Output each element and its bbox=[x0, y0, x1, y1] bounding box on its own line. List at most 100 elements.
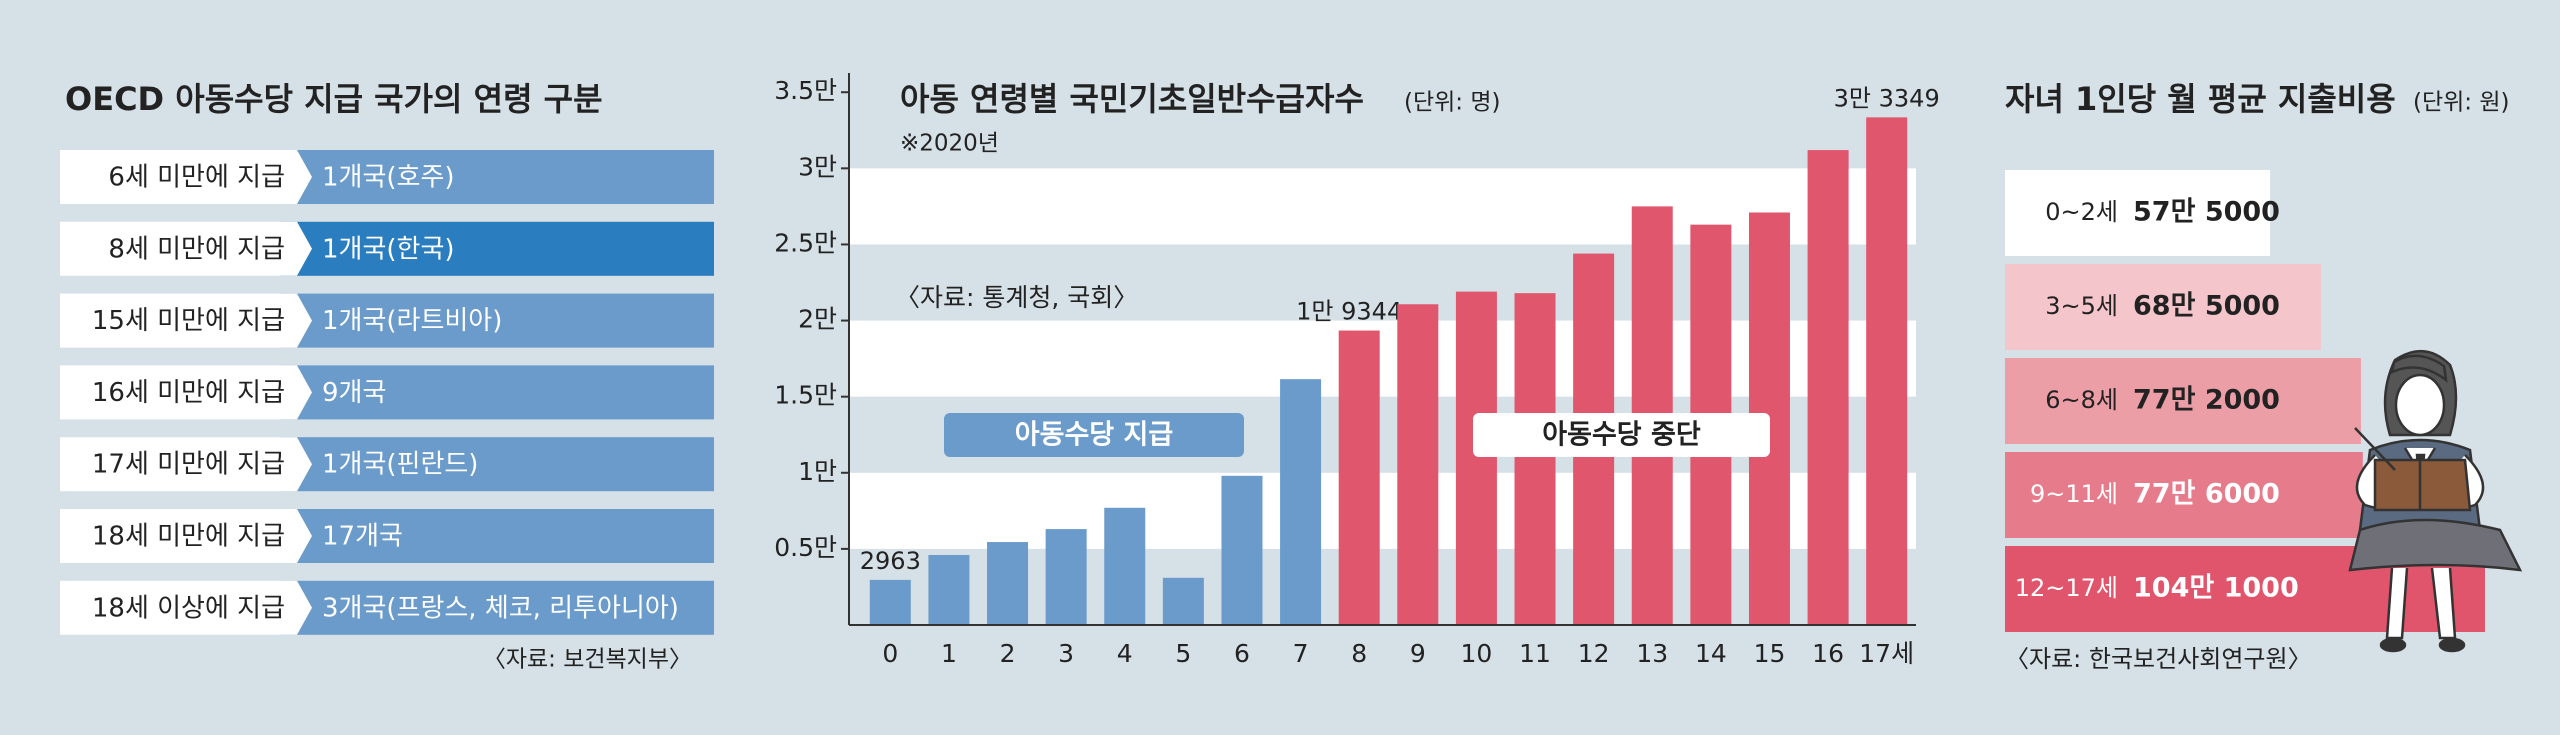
bar bbox=[2005, 358, 2361, 444]
grid-band bbox=[849, 472, 1916, 549]
bar bbox=[1221, 475, 1263, 625]
y-tick-label: 1.5만 bbox=[774, 381, 837, 410]
row-label-bg bbox=[60, 580, 312, 635]
row-value: 1개국(호주) bbox=[322, 163, 455, 193]
data-label: 77만 2000 bbox=[2133, 385, 2280, 416]
bar bbox=[1397, 304, 1439, 625]
bar bbox=[1866, 117, 1908, 625]
row-value: 9개국 bbox=[322, 378, 386, 408]
row-value: 3개국(프랑스, 체코, 리투아니아) bbox=[322, 593, 679, 623]
chart-note: ※2020년 bbox=[900, 131, 999, 157]
x-tick-label: 0 bbox=[882, 639, 898, 668]
row-value: 1개국(핀란드) bbox=[322, 450, 478, 480]
x-tick-label: 6 bbox=[1234, 639, 1250, 668]
y-tick-label: 2.5만 bbox=[774, 228, 837, 257]
row-value-bg bbox=[280, 293, 714, 348]
row-value-bg bbox=[280, 509, 714, 563]
row-label-bg bbox=[60, 437, 312, 492]
chart-subtitle: (단위: 명) bbox=[1404, 90, 1501, 116]
bar bbox=[1104, 507, 1146, 625]
row-label: 17세 미만에 지급 bbox=[92, 450, 285, 480]
row-value-bg bbox=[280, 221, 714, 276]
category-label: 9~11세 bbox=[2030, 480, 2118, 508]
grid-band bbox=[849, 320, 1916, 397]
x-tick-label: 7 bbox=[1293, 639, 1309, 668]
row-label: 18세 미만에 지급 bbox=[92, 522, 285, 552]
category-label: 12~17세 bbox=[2015, 574, 2118, 602]
x-tick-label: 3 bbox=[1058, 639, 1074, 668]
data-label: 2963 bbox=[860, 547, 921, 575]
x-tick-label: 10 bbox=[1461, 639, 1493, 668]
x-tick-label: 2 bbox=[1000, 639, 1016, 668]
row-value-bg bbox=[280, 580, 714, 635]
x-tick-label: 15 bbox=[1754, 639, 1786, 668]
x-tick-label: 9 bbox=[1410, 639, 1426, 668]
row-label: 8세 미만에 지급 bbox=[108, 234, 285, 264]
x-tick-label: 13 bbox=[1636, 639, 1668, 668]
row-value: 1개국(라트비아) bbox=[322, 306, 502, 336]
y-tick-label: 3만 bbox=[798, 152, 837, 181]
row-value: 1개국(한국) bbox=[322, 234, 455, 264]
chart-subtitle: (단위: 원) bbox=[2413, 90, 2510, 116]
row-label: 18세 이상에 지급 bbox=[92, 593, 285, 623]
x-tick-label: 1 bbox=[941, 639, 957, 668]
row-label: 15세 미만에 지급 bbox=[92, 306, 285, 336]
bar bbox=[1455, 291, 1497, 625]
row-label: 6세 미만에 지급 bbox=[108, 163, 285, 193]
data-label: 68만 5000 bbox=[2133, 291, 2280, 322]
data-label: 104만 1000 bbox=[2133, 573, 2299, 604]
data-label: 77만 6000 bbox=[2133, 479, 2280, 510]
chart-source: 〈자료: 통계청, 국회〉 bbox=[895, 283, 1138, 312]
row-value-bg bbox=[280, 365, 714, 420]
x-tick-label: 8 bbox=[1351, 639, 1367, 668]
bar bbox=[1280, 379, 1322, 625]
x-tick-label: 16 bbox=[1812, 639, 1844, 668]
row-value-bg bbox=[280, 150, 714, 204]
bar bbox=[928, 554, 970, 625]
series-label: 아동수당 지급 bbox=[1015, 420, 1173, 451]
bar bbox=[2005, 452, 2363, 538]
x-tick-label: 17세 bbox=[1859, 639, 1914, 668]
bar bbox=[869, 579, 911, 625]
x-tick-label: 4 bbox=[1117, 639, 1133, 668]
data-label: 3만 3349 bbox=[1834, 84, 1940, 112]
row-label-bg bbox=[60, 509, 312, 563]
bar bbox=[1807, 150, 1849, 626]
row-label-bg bbox=[60, 365, 312, 420]
category-label: 3~5세 bbox=[2045, 292, 2118, 320]
bar bbox=[1162, 577, 1204, 625]
bar bbox=[987, 542, 1029, 625]
series-label-box bbox=[1473, 413, 1770, 457]
bar bbox=[1045, 529, 1087, 625]
data-label: 1만 9344 bbox=[1296, 298, 1402, 326]
bar bbox=[2005, 170, 2271, 256]
bar bbox=[2005, 264, 2321, 350]
table-source: 〈자료: 보건복지부〉 bbox=[483, 647, 692, 673]
y-tick-label: 1만 bbox=[798, 457, 837, 486]
y-tick-label: 0.5만 bbox=[774, 533, 837, 562]
row-label-bg bbox=[60, 221, 312, 276]
bar bbox=[1514, 293, 1556, 625]
x-tick-label: 5 bbox=[1175, 639, 1191, 668]
chart-source: 〈자료: 한국보건사회연구원〉 bbox=[2005, 645, 2312, 673]
y-tick-label: 3.5만 bbox=[774, 76, 837, 105]
row-label: 16세 미만에 지급 bbox=[92, 378, 285, 408]
row-label-bg bbox=[60, 150, 312, 204]
row-label-bg bbox=[60, 293, 312, 348]
y-tick-label: 2만 bbox=[798, 305, 837, 334]
x-tick-label: 11 bbox=[1519, 639, 1551, 668]
series-label-box bbox=[944, 413, 1244, 457]
row-value-bg bbox=[280, 437, 714, 492]
series-label: 아동수당 중단 bbox=[1542, 420, 1701, 451]
table-title: OECD 아동수당 지급 국가의 연령 구분 bbox=[65, 80, 603, 118]
chart-title: 자녀 1인당 월 평균 지출비용 bbox=[2005, 80, 2396, 118]
row-value: 17개국 bbox=[322, 522, 403, 552]
illustration bbox=[2348, 349, 2523, 653]
category-label: 0~2세 bbox=[2045, 198, 2118, 226]
x-tick-label: 12 bbox=[1578, 639, 1610, 668]
chart-title: 아동 연령별 국민기초일반수급자수 bbox=[900, 80, 1364, 118]
bar bbox=[1338, 330, 1380, 625]
grid-band bbox=[849, 168, 1916, 245]
